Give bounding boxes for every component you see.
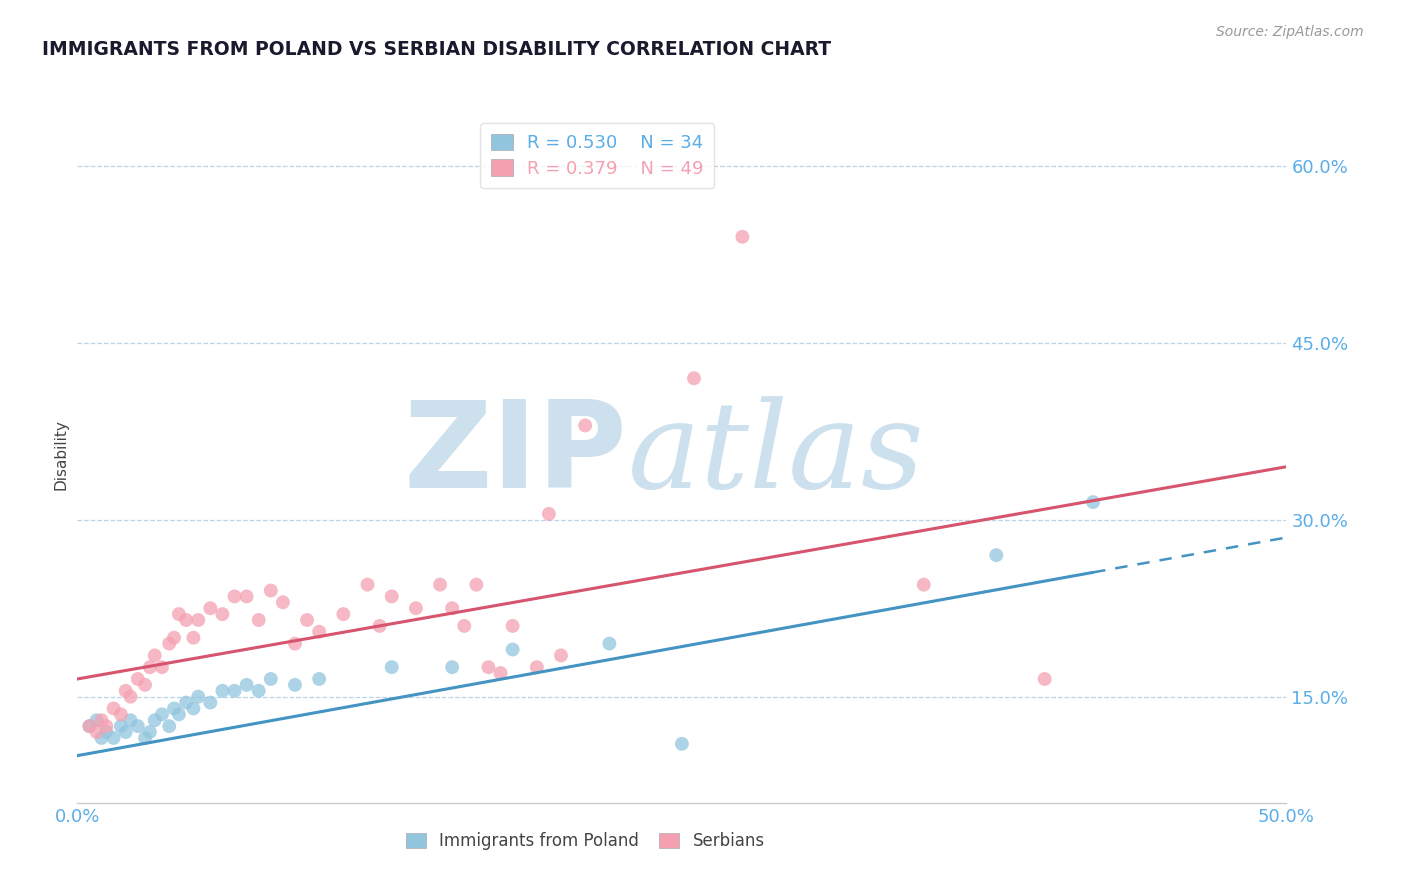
Point bbox=[90, 731, 112, 745]
Point bbox=[247, 683, 270, 698]
Point bbox=[183, 631, 205, 645]
Point bbox=[332, 607, 354, 621]
Point bbox=[1081, 495, 1104, 509]
Point bbox=[405, 601, 427, 615]
Point bbox=[502, 619, 524, 633]
Point bbox=[381, 590, 404, 604]
Point bbox=[574, 418, 596, 433]
Point bbox=[537, 507, 560, 521]
Point bbox=[114, 725, 136, 739]
Point bbox=[120, 690, 142, 704]
Point bbox=[127, 672, 149, 686]
Point bbox=[1033, 672, 1056, 686]
Point bbox=[187, 613, 209, 627]
Point bbox=[308, 624, 330, 639]
Point bbox=[134, 678, 156, 692]
Point bbox=[167, 707, 190, 722]
Point bbox=[986, 548, 1008, 562]
Point bbox=[174, 613, 197, 627]
Point bbox=[183, 701, 205, 715]
Point bbox=[912, 577, 935, 591]
Point bbox=[502, 642, 524, 657]
Point bbox=[114, 683, 136, 698]
Point bbox=[150, 660, 173, 674]
Point bbox=[167, 607, 190, 621]
Point bbox=[356, 577, 378, 591]
Point bbox=[163, 631, 186, 645]
Point bbox=[247, 613, 270, 627]
Point bbox=[235, 678, 257, 692]
Point bbox=[224, 683, 246, 698]
Point bbox=[211, 607, 233, 621]
Text: ZIP: ZIP bbox=[404, 396, 627, 514]
Point bbox=[295, 613, 318, 627]
Point bbox=[284, 678, 307, 692]
Point bbox=[368, 619, 391, 633]
Point bbox=[157, 637, 180, 651]
Point bbox=[731, 229, 754, 244]
Point bbox=[157, 719, 180, 733]
Point bbox=[90, 713, 112, 727]
Point bbox=[120, 713, 142, 727]
Point bbox=[271, 595, 294, 609]
Point bbox=[103, 701, 125, 715]
Point bbox=[139, 725, 162, 739]
Point bbox=[489, 666, 512, 681]
Point bbox=[79, 719, 101, 733]
Point bbox=[211, 683, 233, 698]
Text: atlas: atlas bbox=[627, 396, 924, 514]
Point bbox=[103, 731, 125, 745]
Point bbox=[79, 719, 101, 733]
Point bbox=[143, 648, 166, 663]
Point bbox=[86, 713, 108, 727]
Point bbox=[224, 590, 246, 604]
Point bbox=[143, 713, 166, 727]
Point bbox=[260, 672, 283, 686]
Point bbox=[200, 601, 222, 615]
Point bbox=[110, 719, 132, 733]
Point bbox=[163, 701, 186, 715]
Point bbox=[127, 719, 149, 733]
Point bbox=[235, 590, 257, 604]
Point bbox=[174, 696, 197, 710]
Point bbox=[96, 719, 118, 733]
Point bbox=[453, 619, 475, 633]
Point bbox=[381, 660, 404, 674]
Text: Source: ZipAtlas.com: Source: ZipAtlas.com bbox=[1216, 25, 1364, 39]
Point bbox=[134, 731, 156, 745]
Point bbox=[308, 672, 330, 686]
Y-axis label: Disability: Disability bbox=[53, 419, 69, 491]
Point bbox=[139, 660, 162, 674]
Point bbox=[441, 660, 464, 674]
Point bbox=[110, 707, 132, 722]
Point bbox=[150, 707, 173, 722]
Point bbox=[550, 648, 572, 663]
Point bbox=[477, 660, 499, 674]
Point bbox=[96, 725, 118, 739]
Point bbox=[683, 371, 706, 385]
Legend: Immigrants from Poland, Serbians: Immigrants from Poland, Serbians bbox=[399, 826, 770, 857]
Point bbox=[441, 601, 464, 615]
Point bbox=[465, 577, 488, 591]
Point bbox=[187, 690, 209, 704]
Point bbox=[429, 577, 451, 591]
Point bbox=[200, 696, 222, 710]
Point bbox=[260, 583, 283, 598]
Text: IMMIGRANTS FROM POLAND VS SERBIAN DISABILITY CORRELATION CHART: IMMIGRANTS FROM POLAND VS SERBIAN DISABI… bbox=[42, 40, 831, 59]
Point bbox=[86, 725, 108, 739]
Point bbox=[671, 737, 693, 751]
Point bbox=[284, 637, 307, 651]
Point bbox=[598, 637, 620, 651]
Point bbox=[526, 660, 548, 674]
